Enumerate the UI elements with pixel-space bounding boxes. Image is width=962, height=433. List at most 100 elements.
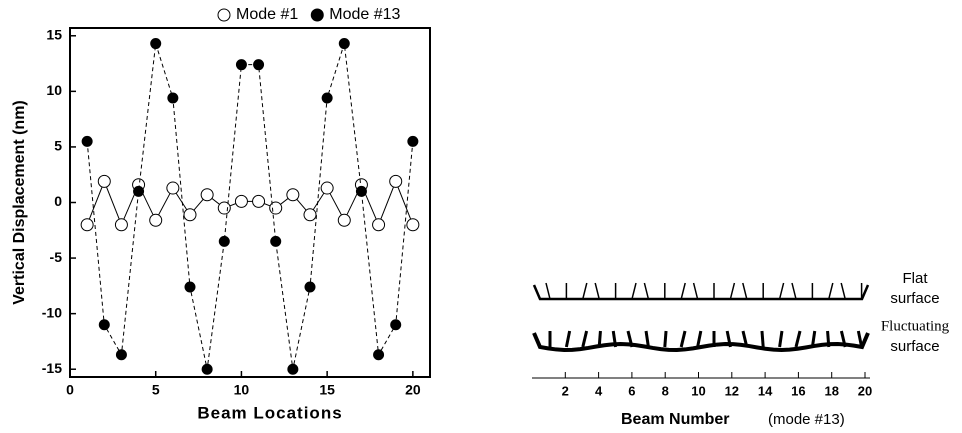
beam-hair	[626, 330, 634, 348]
data-point	[217, 201, 231, 215]
surface-label: surface	[890, 338, 939, 355]
x-axis-note: (mode #13)	[768, 411, 845, 428]
beam-hair	[644, 330, 650, 348]
y-axis-label: Vertical Displacement (nm)	[11, 100, 28, 305]
data-point	[98, 319, 110, 331]
x-tick-label: 5	[152, 382, 160, 398]
beam-hair	[760, 330, 765, 348]
x-tick-label: 14	[758, 383, 773, 398]
data-point	[252, 194, 266, 208]
beam-hair	[810, 330, 817, 348]
data-point	[287, 363, 299, 375]
x-tick-label: 20	[405, 382, 421, 398]
beam-hair	[794, 330, 802, 348]
x-tick-label: 16	[791, 383, 805, 398]
data-point	[184, 281, 196, 293]
beam-hair	[594, 282, 600, 300]
x-tick-label: 12	[725, 383, 739, 398]
data-point	[201, 363, 213, 375]
x-tick-label: 4	[595, 383, 603, 398]
plot-frame	[69, 27, 431, 378]
x-tick-label: 18	[824, 383, 838, 398]
beam-hair	[840, 282, 846, 300]
data-point	[304, 281, 316, 293]
legend-marker	[310, 8, 324, 22]
series-line	[86, 43, 414, 370]
x-axis-label: Beam Number	[621, 411, 729, 428]
beam-hair	[791, 282, 797, 300]
data-point	[200, 188, 214, 202]
data-point	[407, 135, 419, 147]
data-point	[321, 92, 333, 104]
beam-hair	[741, 330, 749, 348]
beam-hair	[679, 330, 687, 348]
y-tick-label: -5	[50, 249, 63, 265]
data-point	[183, 208, 197, 222]
beam-hair	[611, 330, 618, 348]
beam-hair	[828, 282, 834, 300]
beam-hair	[778, 330, 784, 348]
data-point	[355, 185, 367, 197]
data-point	[390, 319, 402, 331]
y-tick-label: -10	[42, 304, 62, 320]
beam-hair	[692, 282, 699, 300]
data-point	[320, 181, 334, 195]
beam-hair	[631, 282, 637, 300]
data-point	[337, 213, 351, 227]
data-point	[270, 235, 282, 247]
legend-marker	[217, 8, 231, 22]
data-point	[114, 218, 128, 232]
data-point	[389, 174, 403, 188]
beam-hair	[564, 330, 572, 348]
beam-hair	[680, 282, 686, 300]
x-tick-label: 6	[628, 383, 635, 398]
data-point	[167, 92, 179, 104]
data-point	[303, 208, 317, 222]
x-tick-label: 15	[319, 382, 335, 398]
x-tick-label: 10	[691, 383, 705, 398]
data-point	[338, 38, 350, 50]
data-point	[406, 218, 420, 232]
x-tick-label: 20	[858, 383, 872, 398]
data-point	[253, 59, 265, 71]
x-tick-label: 0	[66, 382, 74, 398]
beam-hair	[725, 330, 732, 348]
beam-hair	[581, 330, 589, 348]
data-point	[218, 235, 230, 247]
data-point	[373, 349, 385, 361]
y-tick-label: 15	[46, 26, 62, 42]
x-tick-label: 8	[662, 383, 669, 398]
data-point	[286, 188, 300, 202]
data-point	[133, 185, 145, 197]
x-tick-label: 10	[234, 382, 250, 398]
beam-hair	[839, 330, 847, 348]
beam-hair	[826, 330, 831, 348]
beam-hair	[729, 282, 736, 300]
surface-label: Flat	[902, 270, 928, 287]
data-point	[150, 38, 162, 50]
surface-label: surface	[890, 290, 939, 307]
beam-hair	[696, 330, 703, 348]
legend-label: Mode #1	[236, 6, 298, 23]
y-tick-label: 0	[54, 193, 62, 209]
beam-hair	[778, 282, 785, 300]
y-tick-label: 5	[54, 138, 62, 154]
beam-hair	[742, 282, 748, 300]
x-tick-label: 2	[562, 383, 569, 398]
beam-hair	[597, 330, 602, 348]
data-point	[372, 218, 386, 232]
data-point	[97, 174, 111, 188]
beam-hair	[663, 330, 668, 348]
data-point	[80, 218, 94, 232]
data-point	[166, 181, 180, 195]
data-point	[81, 135, 93, 147]
y-tick-label: -15	[42, 360, 62, 376]
data-point	[115, 349, 127, 361]
legend-label: Mode #13	[329, 6, 400, 23]
beam-hair	[643, 282, 650, 300]
x-axis-label: Beam Locations	[197, 403, 342, 422]
surface-label: Fluctuating	[881, 318, 950, 334]
beam-base	[532, 284, 870, 301]
beam-hair	[856, 330, 864, 348]
